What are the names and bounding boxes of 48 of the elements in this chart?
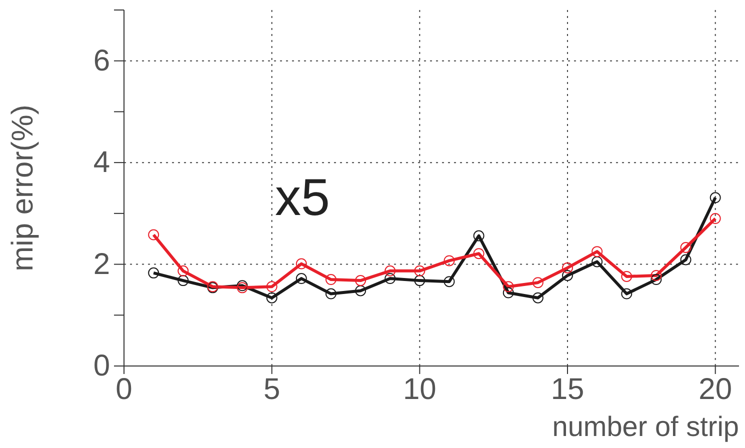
point <box>650 274 662 286</box>
point <box>621 288 632 300</box>
point <box>532 277 544 288</box>
point <box>562 262 574 274</box>
point <box>532 292 544 304</box>
point <box>680 242 692 254</box>
point <box>473 230 484 242</box>
y-tick-label: 2 <box>93 248 110 281</box>
point <box>710 192 721 204</box>
annotation: x5 <box>275 168 330 228</box>
point <box>592 256 603 268</box>
point <box>384 265 396 276</box>
point <box>414 265 426 276</box>
point <box>414 275 426 286</box>
point <box>384 273 396 284</box>
y-tick-label: 0 <box>93 350 110 382</box>
point <box>148 267 160 278</box>
point <box>444 255 455 266</box>
point <box>562 270 574 281</box>
point <box>325 274 336 286</box>
x-tick-label: 15 <box>550 372 584 406</box>
x-tick-label: 0 <box>116 372 132 406</box>
point <box>355 275 366 286</box>
x-tick-label: 5 <box>263 372 280 406</box>
point <box>325 288 336 300</box>
x-tick-label: 10 <box>402 372 436 406</box>
point <box>444 276 455 288</box>
point <box>178 275 189 286</box>
point <box>296 273 307 284</box>
y-tick-label: 6 <box>93 44 110 78</box>
point <box>296 258 307 270</box>
point <box>650 270 662 281</box>
point <box>178 265 189 276</box>
point <box>680 254 692 266</box>
y-tick-label: 4 <box>93 146 110 180</box>
y-axis-title: mip error(%) <box>6 104 40 272</box>
point <box>502 281 514 292</box>
point <box>710 213 721 224</box>
point <box>355 285 366 296</box>
point <box>621 270 632 282</box>
point <box>473 248 484 260</box>
point <box>266 292 278 304</box>
x-axis-title: number of strip <box>552 411 739 442</box>
point <box>502 287 514 298</box>
x-tick-label: 20 <box>698 372 732 406</box>
point <box>592 246 603 258</box>
point <box>148 229 160 240</box>
point <box>266 281 278 292</box>
